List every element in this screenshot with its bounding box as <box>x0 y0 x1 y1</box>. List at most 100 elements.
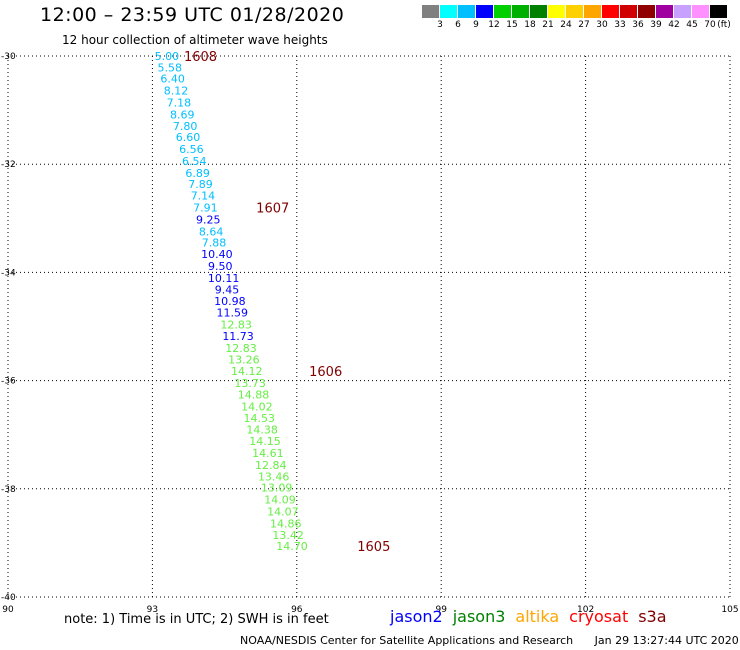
legend-label: 36 <box>632 20 644 30</box>
wave-height-label: 6.60 <box>176 131 201 144</box>
legend-swatch <box>638 5 655 18</box>
wave-height-label: 7.89 <box>188 178 213 191</box>
legend-swatch <box>476 5 493 18</box>
time-label: 1606 <box>309 365 342 380</box>
legend-label: 30 <box>596 20 608 30</box>
wave-height-label: 14.88 <box>238 389 270 402</box>
legend-swatch <box>440 5 457 18</box>
legend-swatch <box>692 5 709 18</box>
wave-height-label: 10.40 <box>201 248 233 261</box>
satellite-s3a: s3a <box>638 607 667 626</box>
satellite-altika: altika <box>515 607 560 626</box>
legend-swatch <box>458 5 475 18</box>
legend-unit: (ft) <box>717 20 731 30</box>
satellite-jason2: jason2 <box>390 607 443 626</box>
wave-height-label: 6.40 <box>160 73 185 86</box>
wave-height-label: 14.12 <box>231 365 263 378</box>
map-title: 12:00 – 23:59 UTC 01/28/2020 <box>40 4 345 26</box>
note-text: note: 1) Time is in UTC; 2) SWH is in fe… <box>64 612 329 627</box>
legend-swatch <box>422 5 439 18</box>
legend-swatch <box>710 5 727 18</box>
legend-swatch <box>620 5 637 18</box>
x-tick-label: 93 <box>147 605 158 615</box>
y-tick-label: -38 <box>1 485 16 495</box>
wave-height-label: 8.64 <box>199 225 224 238</box>
wave-height-label: 8.69 <box>170 108 195 121</box>
wave-height-label: 6.89 <box>185 167 210 180</box>
satellite-legend: jason2 jason3 altika cryosat s3a <box>390 607 677 626</box>
legend-label: 12 <box>488 20 500 30</box>
wave-height-label: 10.98 <box>214 295 246 308</box>
legend-label: 9 <box>473 20 479 30</box>
legend-swatch <box>584 5 601 18</box>
wave-height-label: 5.58 <box>157 61 182 74</box>
satellite-cryosat: cryosat <box>569 607 629 626</box>
wave-height-label: 7.14 <box>191 190 216 203</box>
wave-height-label: 14.07 <box>267 506 299 519</box>
wave-height-label: 12.83 <box>220 318 252 331</box>
legend-label: 45 <box>686 20 698 30</box>
x-tick-label: 99 <box>435 605 447 615</box>
wave-height-label: 9.45 <box>215 284 240 297</box>
legend-label: 6 <box>455 20 461 30</box>
legend-swatch <box>512 5 529 18</box>
wave-height-label: 12.84 <box>255 459 287 472</box>
x-tick-label: 90 <box>2 605 14 615</box>
wave-height-label: 11.73 <box>222 330 254 343</box>
time-label: 1607 <box>256 201 289 216</box>
legend-swatch <box>566 5 583 18</box>
wave-height-label: 9.50 <box>208 260 233 273</box>
wave-height-label: 8.12 <box>164 85 189 98</box>
wave-height-label: 12.83 <box>225 342 257 355</box>
y-tick-label: -36 <box>1 377 16 387</box>
x-tick-label: 105 <box>721 605 738 615</box>
y-tick-label: -30 <box>1 52 16 62</box>
legend-label: 42 <box>668 20 680 30</box>
wave-height-label: 14.09 <box>264 494 296 507</box>
satellite-jason3: jason3 <box>452 607 506 626</box>
wave-height-label: 14.15 <box>249 435 281 448</box>
wave-height-label: 5.00 <box>155 50 180 63</box>
legend-swatch <box>494 5 511 18</box>
legend-label: 21 <box>542 20 554 30</box>
legend-label: 33 <box>614 20 626 30</box>
wave-height-label: 6.54 <box>182 155 207 168</box>
wave-height-label: 10.11 <box>208 272 240 285</box>
wave-height-label: 7.80 <box>173 120 198 133</box>
footer-org: NOAA/NESDIS Center for Satellite Applica… <box>240 634 574 647</box>
wave-height-label: 6.56 <box>179 143 204 156</box>
legend-label: 70 <box>704 20 716 30</box>
time-label: 1608 <box>184 50 217 65</box>
legend-label: 3 <box>437 20 443 30</box>
time-label: 1605 <box>357 540 390 555</box>
x-tick-label: 96 <box>291 605 303 615</box>
legend-label: 24 <box>560 20 572 30</box>
wave-height-label: 14.86 <box>270 517 302 530</box>
legend-swatch <box>530 5 547 18</box>
wave-height-label: 7.88 <box>202 237 227 250</box>
legend-swatch <box>674 5 691 18</box>
legend-swatch <box>602 5 619 18</box>
x-tick-label: 102 <box>577 605 594 615</box>
y-tick-label: -40 <box>1 593 16 603</box>
y-tick-label: -32 <box>1 160 16 170</box>
legend-label: 27 <box>578 20 590 30</box>
y-tick-label: -34 <box>1 268 16 278</box>
legend-swatch <box>548 5 565 18</box>
wave-height-label: 11.59 <box>217 306 249 319</box>
wave-height-label: 13.26 <box>228 354 260 367</box>
wave-height-label: 7.91 <box>193 201 218 214</box>
wave-height-label: 14.70 <box>276 540 308 553</box>
legend-label: 39 <box>650 20 662 30</box>
legend-label: 18 <box>524 20 536 30</box>
wave-height-label: 13.73 <box>234 377 266 390</box>
wave-height-label: 14.61 <box>252 447 284 460</box>
wave-height-label: 13.42 <box>272 529 304 542</box>
map-subtitle: 12 hour collection of altimeter wave hei… <box>62 33 328 47</box>
footer-timestamp: Jan 29 13:27:44 UTC 2020 <box>594 634 739 647</box>
wave-height-label: 13.09 <box>261 482 293 495</box>
wave-height-label: 13.46 <box>258 470 290 483</box>
wave-height-label: 14.38 <box>246 423 278 436</box>
wave-height-label: 14.53 <box>244 412 276 425</box>
